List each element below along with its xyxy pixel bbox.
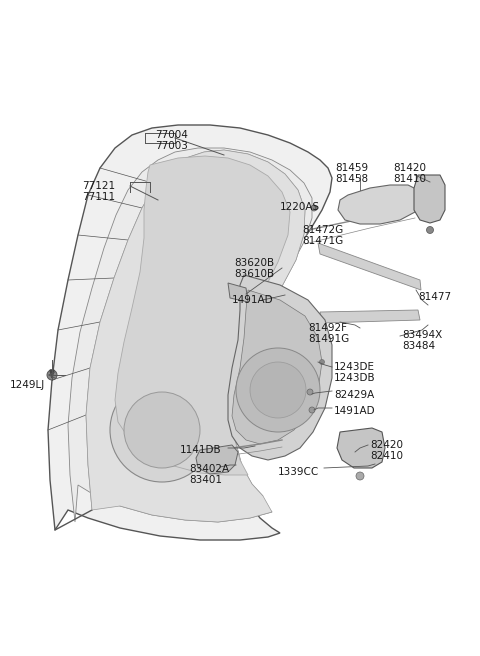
Text: 77111: 77111 (82, 192, 115, 202)
Circle shape (307, 389, 313, 395)
Text: 77003: 77003 (155, 141, 188, 151)
Text: 81491G: 81491G (308, 334, 349, 344)
Circle shape (250, 362, 306, 418)
Polygon shape (338, 185, 420, 224)
Text: 81492F: 81492F (308, 323, 347, 333)
Circle shape (427, 226, 433, 234)
Polygon shape (196, 445, 238, 474)
Polygon shape (48, 125, 332, 540)
Text: 82429A: 82429A (334, 390, 374, 400)
Text: 81472G: 81472G (302, 225, 343, 235)
Polygon shape (86, 150, 305, 510)
Polygon shape (228, 283, 248, 302)
Text: 82420: 82420 (370, 440, 403, 450)
Text: 83401: 83401 (189, 475, 222, 485)
Polygon shape (50, 370, 54, 378)
Text: 1249LJ: 1249LJ (10, 380, 45, 390)
Text: 1491AD: 1491AD (232, 295, 274, 305)
Polygon shape (86, 150, 305, 522)
Text: 81477: 81477 (418, 292, 451, 302)
Polygon shape (414, 175, 445, 223)
Text: 1243DB: 1243DB (334, 373, 376, 383)
Text: 81471G: 81471G (302, 236, 343, 246)
Text: 81420: 81420 (393, 163, 426, 173)
Text: 83620B: 83620B (234, 258, 274, 268)
Polygon shape (228, 275, 332, 460)
Circle shape (236, 348, 320, 432)
Circle shape (311, 205, 317, 211)
Circle shape (110, 378, 214, 482)
Circle shape (47, 370, 57, 380)
Polygon shape (318, 243, 421, 290)
Text: 81410: 81410 (393, 174, 426, 184)
Text: 1243DE: 1243DE (334, 362, 375, 372)
Text: 82410: 82410 (370, 451, 403, 461)
Text: 1141DB: 1141DB (180, 445, 222, 455)
Text: 1491AD: 1491AD (334, 406, 376, 416)
Text: 1339CC: 1339CC (278, 467, 319, 477)
Polygon shape (337, 428, 385, 468)
Text: 83484: 83484 (402, 341, 435, 351)
Circle shape (320, 359, 324, 365)
Circle shape (356, 472, 364, 480)
Polygon shape (320, 310, 420, 323)
Text: 83402A: 83402A (189, 464, 229, 474)
Text: 81458: 81458 (335, 174, 368, 184)
Text: 77121: 77121 (82, 181, 115, 191)
Text: 83610B: 83610B (234, 269, 274, 279)
Text: 81459: 81459 (335, 163, 368, 173)
Circle shape (124, 392, 200, 468)
Circle shape (309, 407, 315, 413)
Text: 1220AS: 1220AS (280, 202, 320, 212)
Polygon shape (115, 156, 290, 475)
Text: 83494X: 83494X (402, 330, 442, 340)
Text: 77004: 77004 (155, 130, 188, 140)
Polygon shape (68, 148, 312, 522)
Polygon shape (232, 290, 322, 444)
